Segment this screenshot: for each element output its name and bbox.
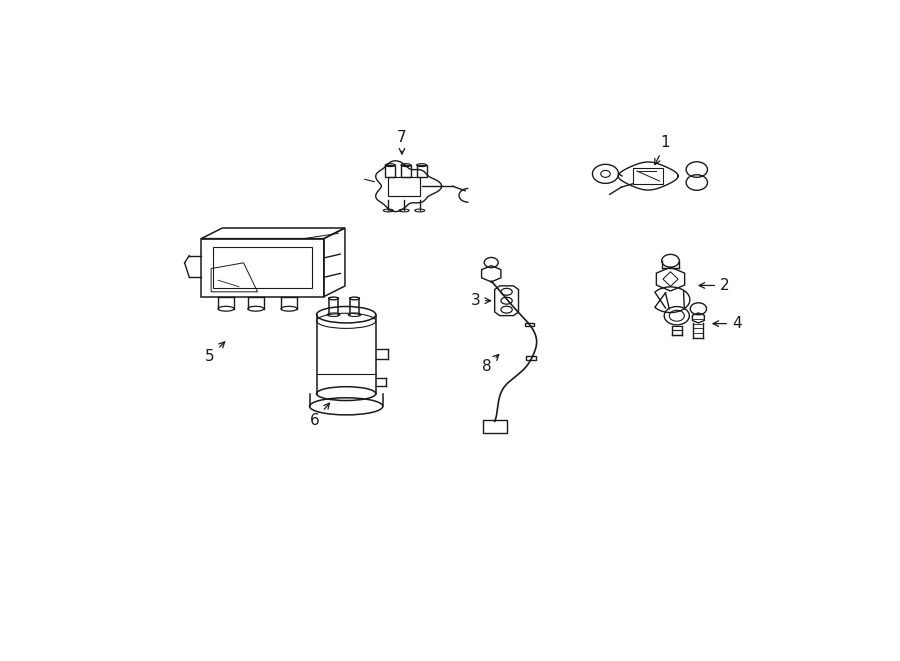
Text: 4: 4 [713, 316, 742, 331]
Text: 8: 8 [482, 354, 499, 374]
Text: 3: 3 [471, 293, 491, 308]
Text: 5: 5 [205, 342, 225, 364]
Text: 1: 1 [655, 136, 670, 165]
Text: 2: 2 [699, 278, 730, 293]
Text: 7: 7 [397, 130, 407, 154]
Text: 6: 6 [310, 403, 329, 428]
